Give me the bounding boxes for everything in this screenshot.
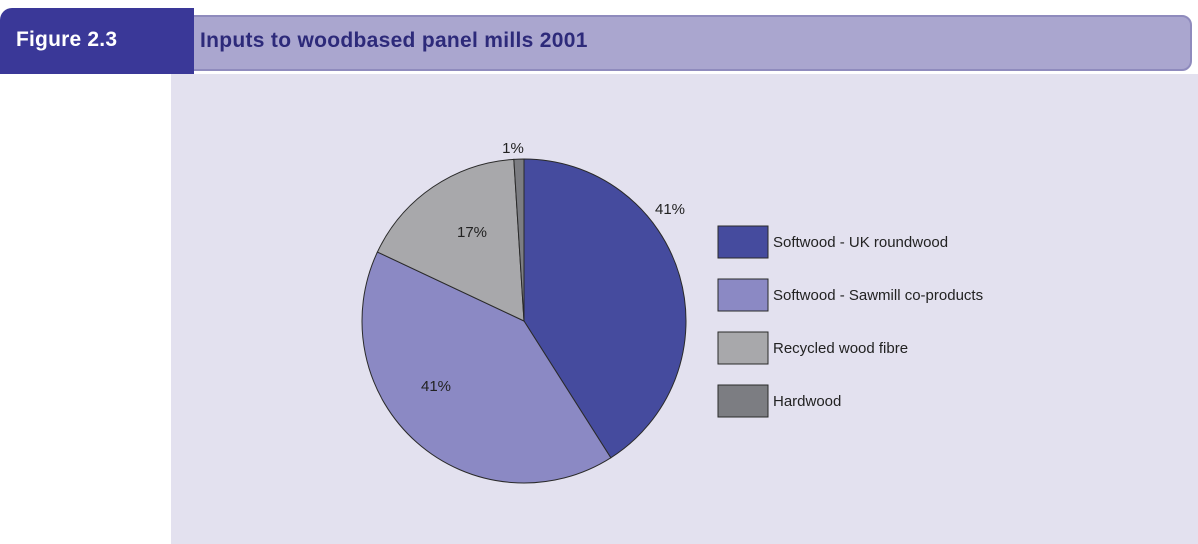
figure-title: Inputs to woodbased panel mills 2001: [200, 29, 588, 52]
slice-data-label: 41%: [421, 378, 451, 395]
legend-swatch: [717, 331, 769, 365]
legend-label: Softwood - UK roundwood: [773, 234, 948, 251]
pie-slice: [513, 158, 525, 322]
figure-header: Figure 2.3 Inputs to woodbased panel mil…: [0, 8, 1198, 74]
legend-label: Softwood - Sawmill co-products: [773, 287, 983, 304]
legend-swatch: [717, 384, 769, 418]
pie-slice: [361, 251, 612, 484]
legend-label: Recycled wood fibre: [773, 340, 908, 357]
slice-data-label: 41%: [655, 201, 685, 218]
pie-slice: [376, 158, 525, 322]
figure-number-tab: Figure 2.3: [0, 8, 194, 74]
slice-data-label: 17%: [457, 224, 487, 241]
legend-swatch: [717, 225, 769, 259]
pie-slice: [523, 158, 687, 459]
title-bar: [6, 15, 1192, 71]
legend-label: Hardwood: [773, 393, 841, 410]
figure-label: Figure 2.3: [16, 28, 118, 51]
slice-data-label: 1%: [502, 140, 524, 157]
legend-swatch: [717, 278, 769, 312]
